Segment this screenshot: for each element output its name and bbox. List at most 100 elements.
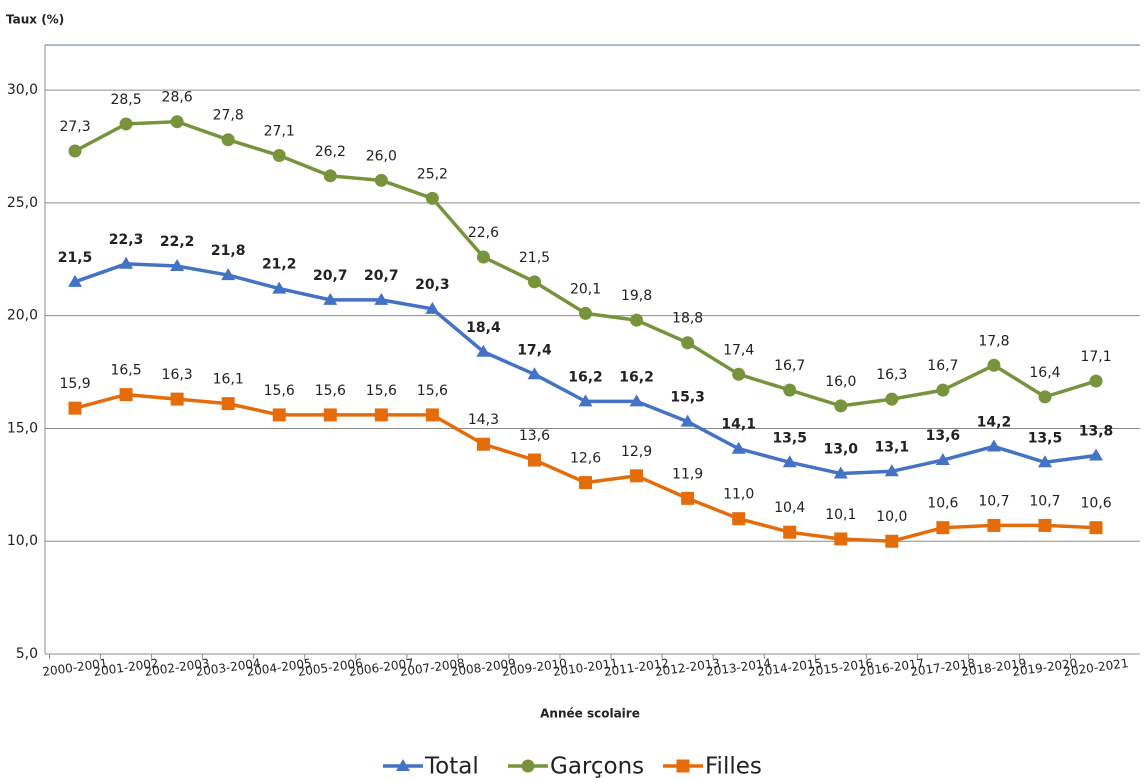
marker — [68, 401, 82, 415]
data-label: 13,6 — [519, 428, 550, 444]
marker — [987, 518, 1001, 532]
series: 15,9 16,5 16,3 16,1 15,6 15,6 15,6 15,6 14,3 13,6… — [59, 363, 1112, 548]
data-label: 20,3 — [415, 277, 450, 293]
data-label: 18,4 — [466, 320, 501, 336]
marker — [681, 491, 695, 505]
data-label: 27,8 — [213, 108, 244, 124]
data-label: 13,1 — [875, 439, 910, 455]
legend-label: Garçons — [550, 754, 644, 780]
marker — [1038, 390, 1052, 404]
data-label: 22,2 — [160, 234, 195, 250]
data-label: 10,0 — [876, 509, 907, 525]
data-label: 15,6 — [366, 383, 397, 399]
marker — [68, 144, 82, 158]
data-label: 16,7 — [774, 358, 805, 374]
data-label: 10,1 — [825, 507, 856, 523]
marker — [884, 464, 899, 477]
data-label: 20,7 — [364, 268, 399, 284]
marker — [885, 392, 899, 406]
marker — [936, 521, 950, 535]
data-label: 22,6 — [468, 225, 499, 241]
data-label: 26,2 — [315, 144, 346, 160]
marker — [119, 388, 133, 402]
marker — [170, 259, 185, 272]
data-label: 19,8 — [621, 288, 652, 304]
marker — [68, 274, 83, 287]
marker — [783, 525, 797, 539]
data-label: 16,2 — [619, 369, 654, 385]
data-label: 14,2 — [977, 414, 1012, 430]
marker — [476, 437, 490, 451]
marker — [272, 149, 286, 163]
data-label: 16,0 — [825, 374, 856, 390]
data-label: 16,7 — [927, 358, 958, 374]
data-label: 10,6 — [927, 496, 958, 512]
y-tick-label: 25,0 — [7, 195, 38, 211]
marker — [834, 399, 848, 413]
data-label: 16,2 — [568, 369, 603, 385]
marker — [676, 759, 690, 773]
data-label: 16,1 — [213, 372, 244, 388]
marker — [680, 414, 695, 427]
data-label: 20,7 — [313, 268, 348, 284]
marker — [987, 358, 1001, 372]
marker — [833, 466, 848, 479]
marker — [935, 453, 950, 466]
data-label: 16,3 — [876, 367, 907, 383]
data-label: 14,3 — [468, 412, 499, 428]
marker — [1089, 374, 1103, 388]
marker — [119, 117, 133, 131]
data-label: 17,4 — [517, 342, 552, 358]
data-label: 10,6 — [1080, 496, 1111, 512]
marker — [527, 453, 541, 467]
data-label: 10,7 — [978, 493, 1009, 509]
marker — [323, 169, 337, 183]
marker — [1037, 455, 1052, 468]
marker — [629, 394, 644, 407]
data-label: 22,3 — [109, 232, 144, 248]
marker — [521, 759, 535, 773]
marker — [1038, 518, 1052, 532]
marker — [681, 336, 695, 350]
marker — [221, 268, 236, 281]
data-label: 13,8 — [1079, 424, 1114, 440]
data-label: 15,6 — [264, 383, 295, 399]
data-label: 15,6 — [315, 383, 346, 399]
data-label: 21,5 — [58, 250, 93, 266]
marker — [170, 115, 184, 129]
data-label: 21,5 — [519, 250, 550, 266]
y-axis-title: Taux (%) — [6, 13, 64, 27]
data-label: 28,6 — [162, 90, 193, 106]
marker — [425, 408, 439, 422]
marker — [170, 392, 184, 406]
data-label: 17,8 — [978, 333, 1009, 349]
marker — [272, 408, 286, 422]
marker — [834, 532, 848, 546]
marker — [986, 439, 1001, 452]
data-label: 18,8 — [672, 311, 703, 327]
data-label: 14,1 — [721, 417, 756, 433]
marker — [272, 281, 287, 294]
marker — [396, 759, 410, 771]
data-label: 15,3 — [670, 390, 705, 406]
marker — [885, 534, 899, 548]
marker — [527, 367, 542, 380]
data-label: 11,9 — [672, 466, 703, 482]
data-label: 25,2 — [417, 166, 448, 182]
data-label: 13,5 — [1028, 430, 1063, 446]
marker — [579, 476, 593, 490]
marker — [476, 344, 491, 357]
marker — [630, 313, 644, 327]
y-tick-label: 30,0 — [7, 82, 38, 98]
data-label: 21,2 — [262, 257, 297, 273]
marker — [221, 133, 235, 147]
marker — [782, 455, 797, 468]
y-tick-label: 5,0 — [16, 646, 38, 662]
marker — [731, 441, 746, 454]
series-line — [74, 392, 1097, 543]
legend-label: Filles — [705, 754, 762, 780]
x-axis-title: Année scolaire — [540, 707, 640, 721]
series: 27,3 28,5 28,6 27,8 27,1 26,2 26,0 25,2 22,6 21,5… — [59, 90, 1112, 413]
data-label: 13,5 — [772, 430, 807, 446]
data-label: 28,5 — [110, 92, 141, 108]
